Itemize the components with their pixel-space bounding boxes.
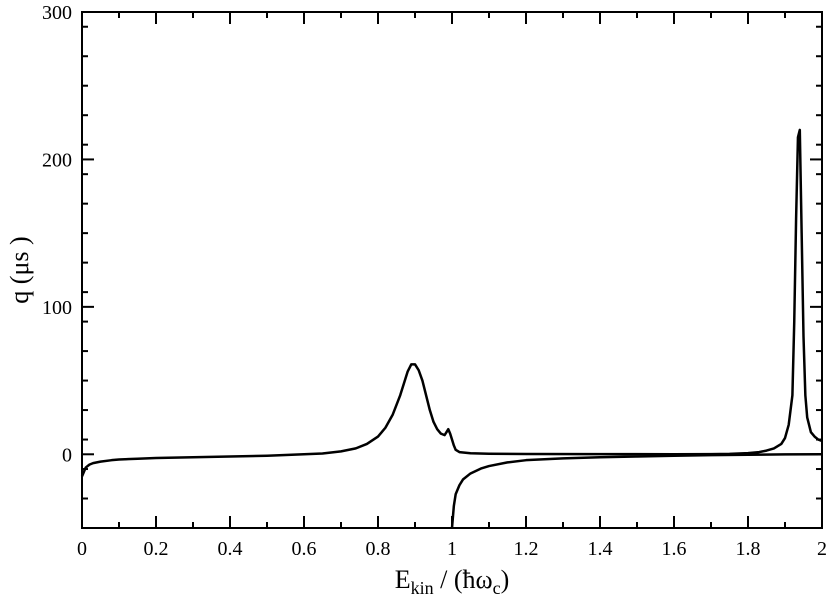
x-tick-label: 0.8 [366,538,391,560]
y-tick-labels: 0 100 200 300 [42,2,72,466]
axis-ticks [81,11,823,529]
x-tick-label: 2 [817,538,827,560]
x-tick-labels: 0 0.2 0.4 0.6 0.8 1 1.2 1.4 1.6 1.8 2 [77,538,827,560]
x-tick-label: 0 [77,538,87,560]
x-tick-label: 0.2 [144,538,169,560]
y-axis-title: q (μs ) [5,236,34,303]
plot-frame [81,11,823,529]
y-tick-label: 200 [42,149,72,171]
x-tick-label: 0.4 [218,538,243,560]
x-tick-label: 1.4 [588,538,613,560]
x-tick-label: 1.6 [662,538,687,560]
y-tick-label: 100 [42,297,72,319]
x-axis-title: Ekin / (ħωc) [395,565,510,598]
x-tick-label: 1.2 [514,538,539,560]
y-tick-label: 300 [42,2,72,24]
x-tick-label: 0.6 [292,538,317,560]
series-line-2 [450,453,823,529]
x-tick-label: 1.8 [736,538,761,560]
series-lines [80,128,823,529]
series-line-1 [80,128,823,477]
y-tick-label: 0 [62,444,72,466]
x-tick-label: 1 [447,538,457,560]
